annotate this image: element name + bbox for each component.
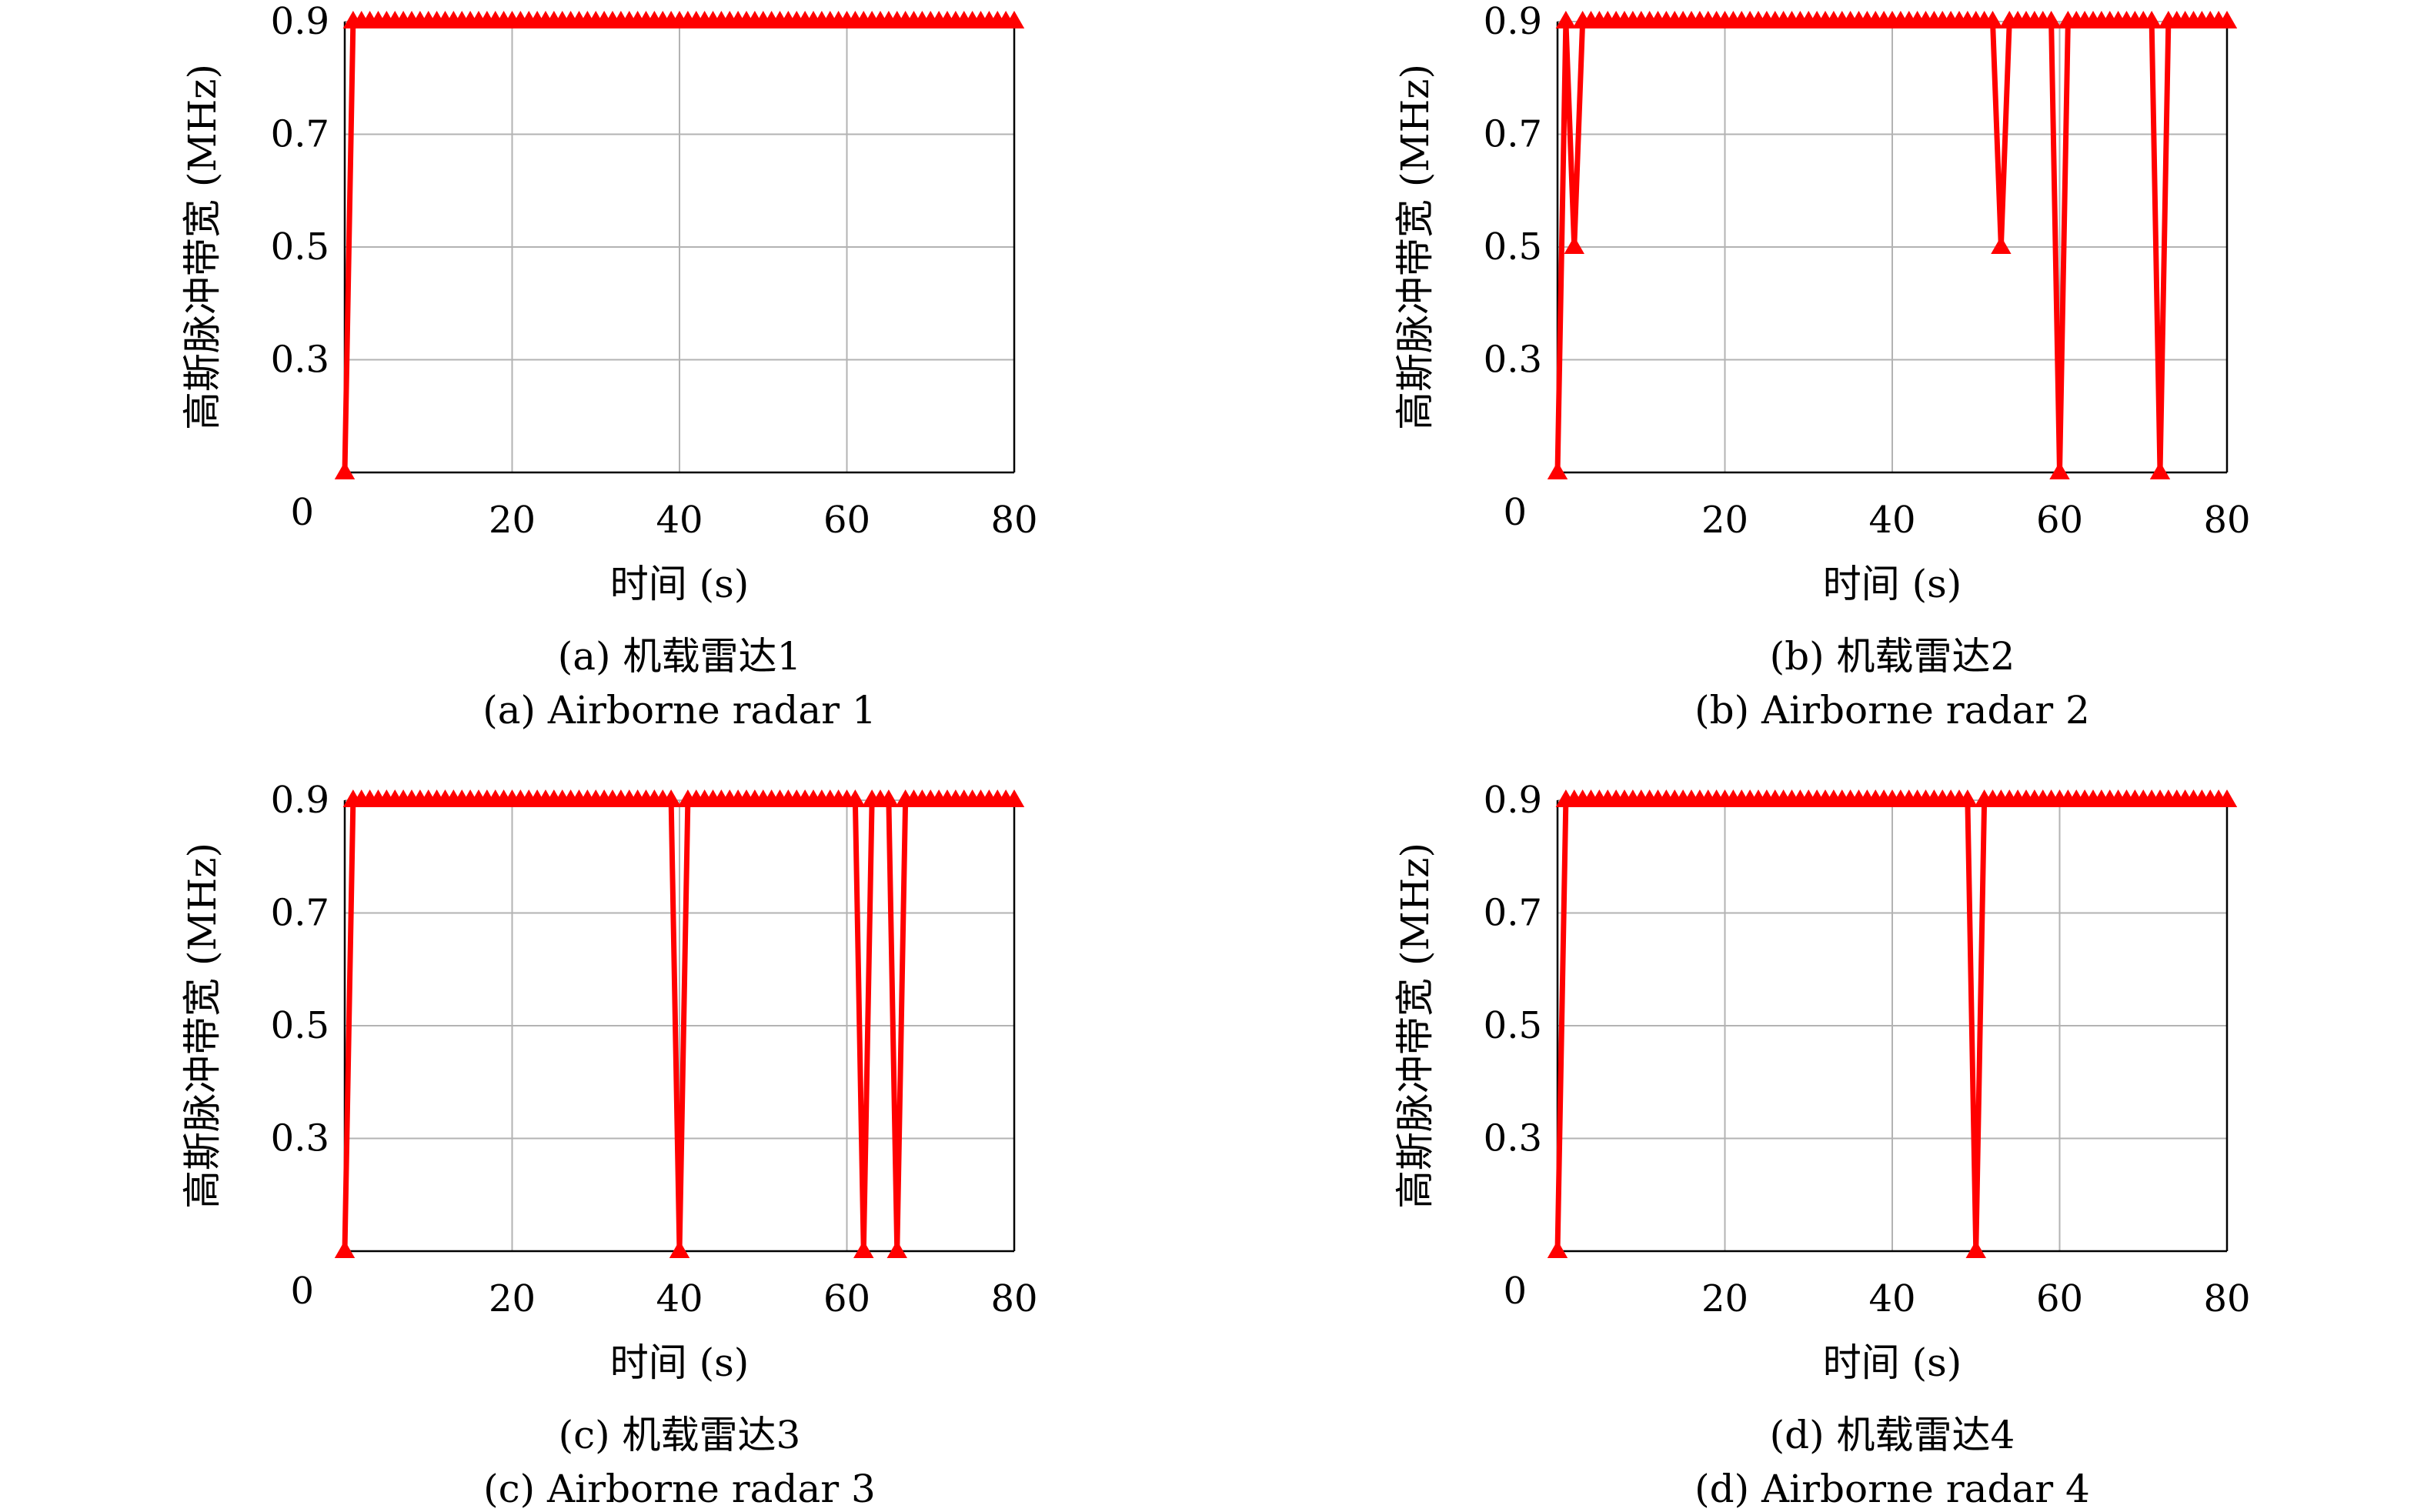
x-axis-label: 时间 (s)	[610, 562, 750, 606]
y-tick-label: 0.7	[1484, 892, 1542, 935]
data-point-marker	[1991, 235, 2012, 254]
x-tick-label: 20	[489, 499, 536, 542]
y-tick-label: 0.3	[271, 1117, 329, 1160]
caption-chinese: (a) 机载雷达1	[558, 634, 802, 679]
y-tick-label: 0.5	[1484, 1004, 1542, 1047]
x-tick-label: 80	[990, 499, 1037, 542]
x-tick-label: 60	[823, 1277, 870, 1320]
data-point-marker	[2041, 10, 2062, 28]
chart-panel: 20 40 60 80 0.3 0.5 0.7 0.9 0 时间 (s) 高斯脉冲带宽 (MHz) (…	[180, 779, 1038, 1511]
x-tick-label: 40	[656, 499, 703, 542]
x-tick-label: 60	[2036, 499, 2083, 542]
data-point-marker	[334, 1240, 356, 1258]
origin-label: 0	[290, 491, 314, 534]
origin-label: 0	[1503, 1270, 1527, 1313]
x-tick-label: 80	[990, 1277, 1037, 1320]
data-point-marker	[853, 1240, 874, 1258]
caption-chinese: (b) 机载雷达2	[1770, 634, 2015, 679]
y-tick-label: 0.9	[271, 0, 329, 43]
data-point-marker	[1547, 1240, 1568, 1258]
data-point-marker	[2216, 10, 2238, 28]
y-tick-label: 0.3	[271, 339, 329, 382]
data-point-marker	[2216, 789, 2238, 807]
x-tick-label: 20	[1701, 499, 1748, 542]
x-axis-label: 时间 (s)	[610, 1340, 750, 1385]
x-tick-label: 60	[823, 499, 870, 542]
caption-english: (a) Airborne radar 1	[482, 688, 876, 733]
caption-english: (c) Airborne radar 3	[483, 1467, 876, 1511]
caption-english: (d) Airborne radar 4	[1694, 1467, 2090, 1511]
data-point-marker	[660, 789, 682, 807]
data-point-marker	[1003, 10, 1025, 28]
chart-panel: 20 40 60 80 0.3 0.5 0.7 0.9 0 时间 (s) 高斯脉冲带宽 (MHz) (…	[1393, 0, 2251, 733]
data-point-marker	[878, 789, 900, 807]
x-tick-label: 40	[1868, 1277, 1915, 1320]
x-tick-label: 40	[1868, 499, 1915, 542]
x-tick-label: 40	[656, 1277, 703, 1320]
y-axis-label: 高斯脉冲带宽 (MHz)	[1393, 64, 1437, 430]
data-point-marker	[1555, 10, 1577, 28]
data-point-marker	[845, 789, 866, 807]
y-tick-label: 0.9	[1484, 0, 1542, 43]
caption-chinese: (c) 机载雷达3	[559, 1413, 801, 1457]
chart-panel: 20 40 60 80 0.3 0.5 0.7 0.9 0 时间 (s) 高斯脉冲带宽 (MHz) (…	[180, 0, 1038, 733]
x-axis-label: 时间 (s)	[1823, 562, 1962, 606]
data-point-marker	[2149, 461, 2171, 479]
y-tick-label: 0.3	[1484, 1117, 1542, 1160]
x-tick-label: 80	[2203, 1277, 2250, 1320]
data-point-marker	[1957, 789, 1978, 807]
data-point-marker	[1003, 789, 1025, 807]
y-axis-label: 高斯脉冲带宽 (MHz)	[180, 64, 225, 430]
data-point-marker	[886, 1240, 907, 1258]
x-axis-label: 时间 (s)	[1823, 1340, 1962, 1385]
y-tick-label: 0.9	[1484, 779, 1542, 822]
caption-chinese: (d) 机载雷达4	[1770, 1413, 2015, 1457]
y-axis-label: 高斯脉冲带宽 (MHz)	[1393, 843, 1437, 1209]
y-tick-label: 0.7	[271, 892, 329, 935]
data-point-marker	[2141, 10, 2162, 28]
caption-english: (b) Airborne radar 2	[1694, 688, 2090, 733]
data-point-marker	[1564, 235, 1584, 254]
data-point-marker	[1547, 461, 1568, 479]
data-point-marker	[2049, 461, 2070, 479]
x-tick-label: 60	[2036, 1277, 2083, 1320]
origin-label: 0	[290, 1270, 314, 1313]
y-axis-label: 高斯脉冲带宽 (MHz)	[180, 843, 225, 1209]
data-point-marker	[334, 461, 356, 479]
y-tick-label: 0.5	[271, 1004, 329, 1047]
data-point-marker	[1965, 1240, 1986, 1258]
y-tick-label: 0.5	[271, 225, 329, 269]
y-tick-label: 0.7	[1484, 113, 1542, 156]
y-tick-label: 0.7	[271, 113, 329, 156]
x-tick-label: 20	[489, 1277, 536, 1320]
chart-panel: 20 40 60 80 0.3 0.5 0.7 0.9 0 时间 (s) 高斯脉冲带宽 (MHz) (…	[1393, 779, 2251, 1511]
y-tick-label: 0.5	[1484, 225, 1542, 269]
origin-label: 0	[1503, 491, 1527, 534]
x-tick-label: 20	[1701, 1277, 1748, 1320]
data-point-marker	[1982, 10, 2003, 28]
data-point-marker	[669, 1240, 690, 1258]
y-tick-label: 0.3	[1484, 339, 1542, 382]
y-tick-label: 0.9	[271, 779, 329, 822]
x-tick-label: 80	[2203, 499, 2250, 542]
